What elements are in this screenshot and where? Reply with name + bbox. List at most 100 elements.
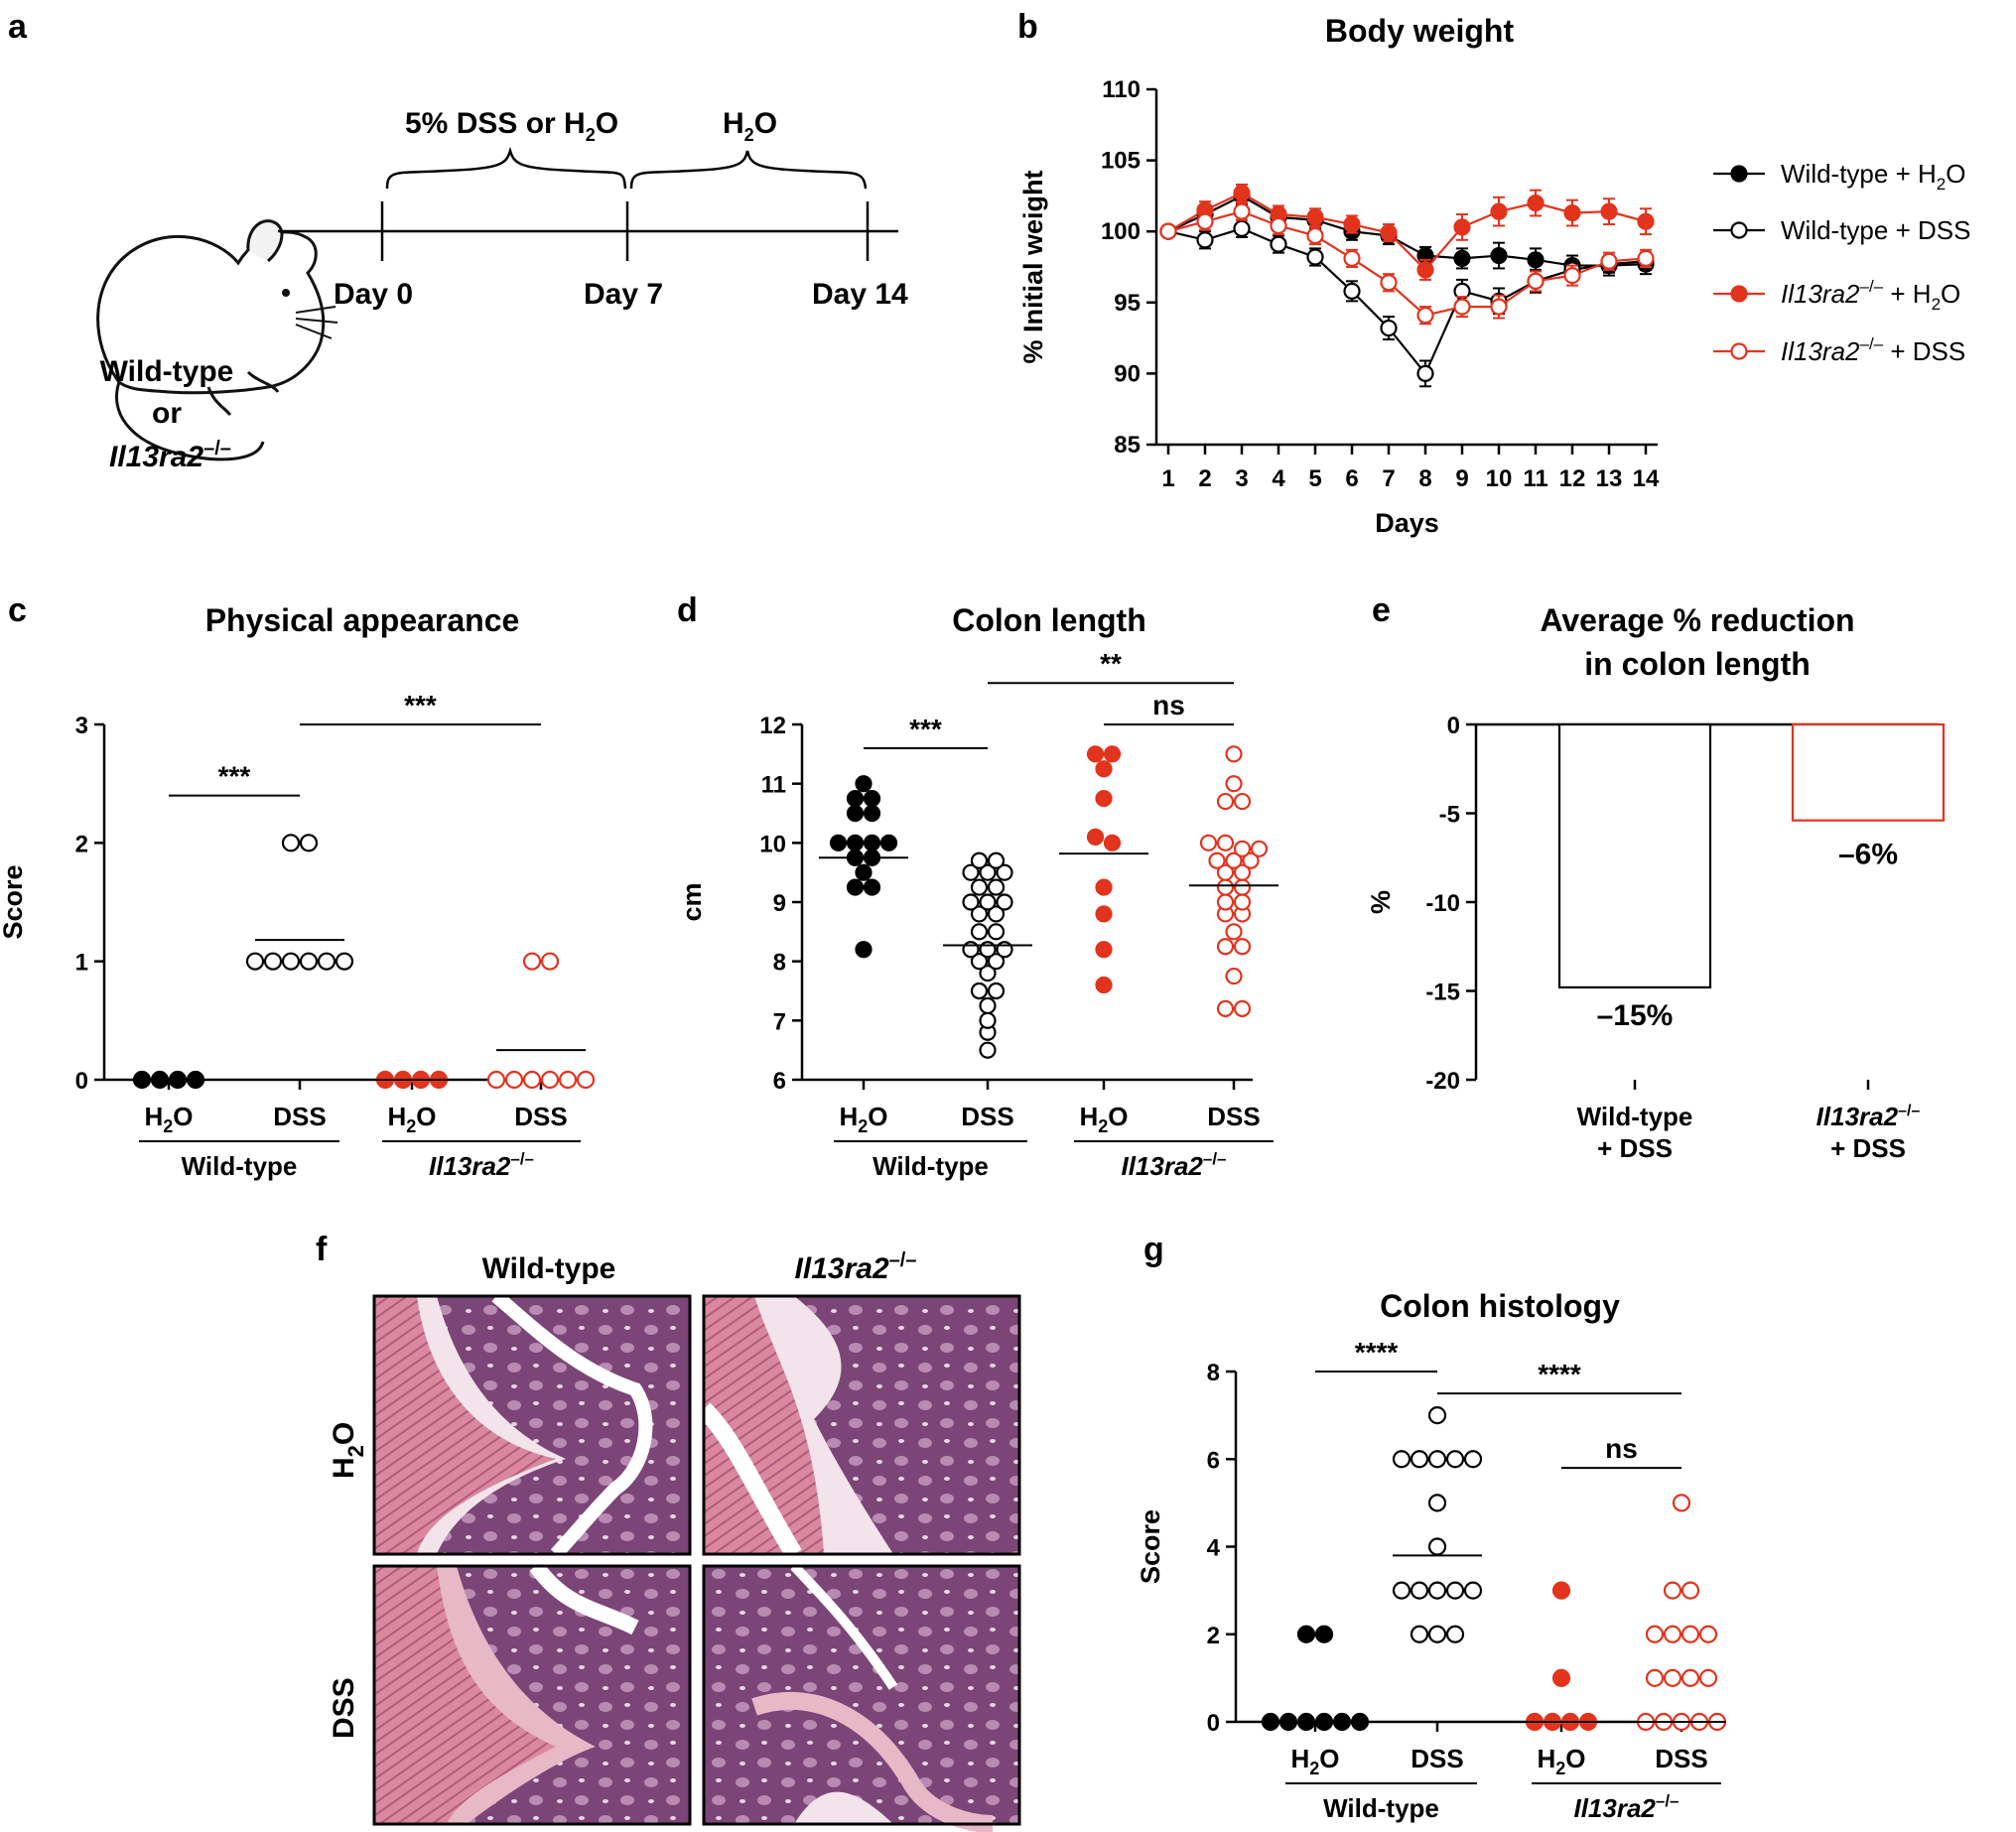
data-point xyxy=(1427,1406,1447,1425)
legend-text: Wild-type + DSS xyxy=(1781,215,1970,245)
legend-item-3: Il13ra2–/– + DSS xyxy=(1713,334,1965,366)
data-point xyxy=(979,863,997,881)
y-tick-label: 110 xyxy=(1102,76,1141,103)
strain-label: Wild-type xyxy=(873,1151,989,1181)
data-point xyxy=(245,952,265,971)
label-part: H xyxy=(1290,1744,1309,1773)
data-point xyxy=(1637,249,1655,268)
legend-item-0: Wild-type + H2O xyxy=(1713,159,1965,194)
y-tick-label: 11 xyxy=(761,772,786,799)
data-point xyxy=(1637,212,1655,230)
data-point xyxy=(1095,789,1113,808)
data-point xyxy=(1250,840,1269,857)
bar xyxy=(1791,722,1946,822)
category-label: H2O xyxy=(1537,1744,1585,1778)
y-tick-label: 0 xyxy=(1447,713,1460,739)
y-tick-label: 0 xyxy=(1207,1710,1220,1737)
x-tick-label: 13 xyxy=(1596,465,1623,492)
data-point xyxy=(987,878,1006,896)
day14-label: Day 14 xyxy=(812,278,908,311)
category-text: Wild-type xyxy=(1577,1102,1693,1131)
histology-wt-dss xyxy=(372,1561,692,1826)
data-point xyxy=(1463,1450,1483,1469)
y-tick-label: 1 xyxy=(75,950,88,977)
data-point xyxy=(970,953,989,971)
data-point xyxy=(1086,828,1105,846)
data-point xyxy=(996,941,1013,959)
x-tick-label: 9 xyxy=(1455,465,1468,492)
group-1 xyxy=(943,851,1032,1059)
data-point xyxy=(1527,251,1545,269)
legend-text: + DSS xyxy=(1883,336,1965,366)
data-point xyxy=(1095,878,1113,896)
data-point xyxy=(996,863,1013,881)
data-point xyxy=(1216,878,1235,896)
histology-col-knockout: Il13ra2–/– xyxy=(795,1249,917,1285)
category-label: Wild-type xyxy=(1577,1102,1693,1131)
group-1 xyxy=(1392,1406,1483,1643)
data-point xyxy=(540,1070,560,1090)
significance-label: ns xyxy=(1152,690,1185,720)
data-point xyxy=(1196,231,1214,249)
label-sub: 2 xyxy=(163,1116,173,1136)
bar-value-label: –6% xyxy=(1838,839,1898,871)
legend-label: Il13ra2–/– + DSS xyxy=(1781,334,1965,366)
data-point xyxy=(281,952,301,971)
strain-sup: –/– xyxy=(1656,1791,1680,1810)
chart-title: Colon length xyxy=(952,602,1146,638)
data-point xyxy=(863,878,881,896)
x-axis-label: Days xyxy=(1375,508,1439,538)
chart-title: Body weight xyxy=(1325,13,1515,49)
data-point xyxy=(863,789,881,808)
data-point xyxy=(1663,1625,1682,1643)
category-text: Il13ra2 xyxy=(1816,1102,1899,1131)
group-2 xyxy=(1517,1581,1606,1732)
x-tick-label: 4 xyxy=(1272,465,1285,492)
y-tick-label: 8 xyxy=(1207,1360,1220,1386)
data-point xyxy=(987,953,1006,971)
data-point xyxy=(1416,261,1434,279)
chart-title-line1: Average % reduction xyxy=(1540,602,1854,638)
category-label: DSS xyxy=(1655,1744,1707,1773)
data-point xyxy=(1380,274,1398,292)
group-0 xyxy=(1261,1625,1370,1732)
data-point xyxy=(1233,219,1251,237)
label-part: O xyxy=(416,1102,436,1131)
day0-label: Day 0 xyxy=(334,278,413,311)
series-3 xyxy=(1159,201,1655,326)
label-sub: 2 xyxy=(1098,1116,1108,1136)
y-tick-label: 7 xyxy=(773,1008,786,1035)
data-point xyxy=(1453,218,1471,236)
y-axis-label: % Initial weight xyxy=(1018,170,1048,363)
category-label: DSS xyxy=(1411,1744,1463,1773)
data-point xyxy=(263,952,283,971)
data-point xyxy=(1445,1450,1465,1469)
data-point xyxy=(1490,202,1508,220)
legend-sub: 2 xyxy=(1937,175,1946,194)
data-point xyxy=(1103,745,1122,763)
legend-label: Wild-type + H2O xyxy=(1781,159,1965,194)
data-point xyxy=(1343,249,1361,268)
strain-label: Il13ra2–/– xyxy=(1121,1149,1226,1181)
chart-title: Colon histology xyxy=(1380,1288,1620,1324)
data-point xyxy=(1199,834,1218,851)
data-point xyxy=(1233,878,1252,896)
data-point xyxy=(1380,224,1398,242)
legend-sup: –/– xyxy=(1860,334,1884,353)
strain-or: or xyxy=(152,397,182,430)
data-point xyxy=(1427,1625,1447,1643)
histology-ko-h2o xyxy=(697,1294,1021,1559)
data-point xyxy=(1103,834,1122,851)
y-tick-label: 6 xyxy=(773,1068,786,1095)
y-tick-label: 12 xyxy=(759,713,786,739)
group-0 xyxy=(124,1070,213,1090)
data-point xyxy=(1551,1581,1571,1600)
data-point xyxy=(979,964,997,982)
label-sub: 2 xyxy=(406,1116,416,1136)
data-point xyxy=(486,1070,506,1090)
legend-text: O xyxy=(1946,159,1965,189)
category-label: DSS xyxy=(1207,1102,1260,1131)
data-point xyxy=(979,893,997,911)
data-point xyxy=(540,952,560,971)
group-2 xyxy=(367,1070,457,1090)
